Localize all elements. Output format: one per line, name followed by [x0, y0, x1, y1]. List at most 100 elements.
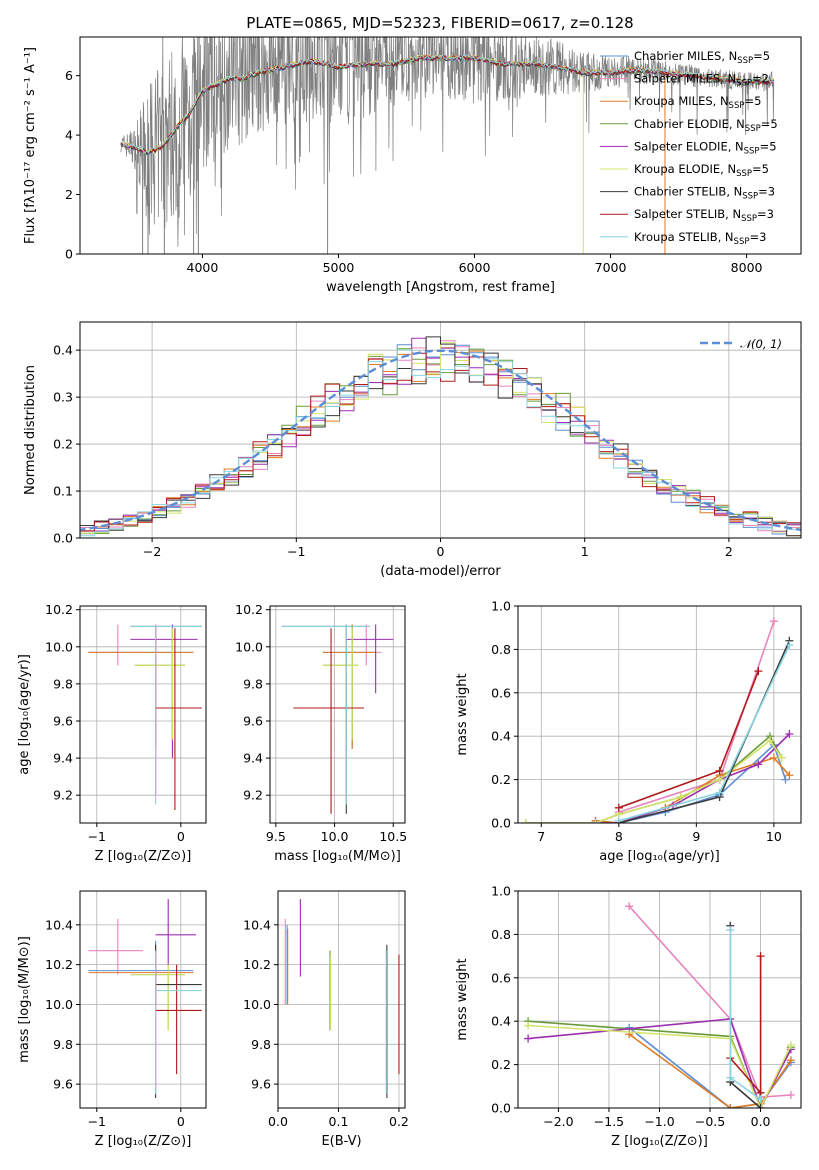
age-vs-mass-frame — [269, 605, 406, 824]
mass-weight-vs-age-frame — [517, 605, 802, 824]
mass-weight-vs-Z-marker — [756, 952, 765, 961]
mass-weight-vs-Z-xtick-label: 0.0 — [751, 1114, 771, 1129]
age-vs-mass-ytick-label: 10.2 — [235, 602, 263, 617]
age-vs-Z-ytick-label: 10.2 — [45, 602, 73, 617]
mass-weight-vs-Z-ytick-label: 0.4 — [491, 1014, 511, 1029]
age-vs-mass-point — [346, 624, 394, 694]
age-vs-mass-xtick-label: 10.5 — [379, 829, 407, 844]
mass-weight-vs-age-plot-area — [521, 617, 794, 823]
mass-weight-vs-Z-marker — [786, 1041, 795, 1050]
spectrum-ytick-label: 4 — [65, 128, 73, 143]
age-vs-mass-ytick-label: 9.2 — [243, 788, 263, 803]
mass-weight-vs-age-marker — [754, 667, 763, 676]
mass-weight-vs-Z-series-line — [528, 1024, 792, 1108]
age-vs-mass-xlabel: mass [log₁₀(M/M⊙)] — [274, 849, 401, 864]
age-vs-Z-point — [134, 628, 185, 740]
mass-vs-Z-point — [130, 964, 185, 1031]
mass-weight-vs-age-marker — [715, 766, 724, 775]
spectrum-xtick-label: 6000 — [459, 260, 491, 275]
spectrum-ytick-label: 0 — [65, 247, 73, 262]
residuals-ytick-label: 0.3 — [53, 390, 73, 405]
mass-weight-vs-Z-ytick-label: 0.0 — [491, 1101, 511, 1116]
mass-weight-vs-Z-panel: −2.0 −1.5 −1.0 −0.5 0.0 0.0 0.2 0.4 0.6 0.8 1.0 Z [… — [455, 884, 802, 1149]
age-vs-mass-ytick-label: 10.0 — [235, 639, 263, 654]
mass-vs-EBV-xtick-label: 0.2 — [389, 1114, 409, 1129]
spectrum-plot-area — [120, 37, 775, 254]
age-vs-Z-point — [130, 624, 202, 805]
mass-weight-vs-age-marker — [521, 819, 530, 823]
age-vs-Z-xtick-label: −1 — [88, 829, 106, 844]
age-vs-Z-xlabel: Z [log₁₀(Z/Z⊙)] — [95, 849, 192, 864]
mass-weight-vs-age-ytick-label: 0.2 — [491, 772, 511, 787]
age-vs-Z-ytick-label: 9.8 — [53, 676, 73, 691]
residuals-xtick-label: −1 — [287, 544, 305, 559]
mass-weight-vs-Z-xtick-label: −0.5 — [695, 1114, 725, 1129]
mass-weight-vs-Z-marker — [726, 1104, 735, 1108]
mass-weight-vs-age-ytick-label: 0.4 — [491, 729, 511, 744]
mass-vs-Z-point — [155, 950, 202, 1095]
residuals-ylabel: Normed distribution — [23, 365, 38, 495]
spectrum-ytick-label: 6 — [65, 68, 73, 83]
legend-entry: Kroupa MILES, NSSP=5 — [634, 94, 761, 111]
mass-vs-EBV-ytick-label: 10.0 — [243, 997, 271, 1012]
mass-vs-EBV-ytick-label: 9.8 — [251, 1037, 271, 1052]
mass-vs-Z-xlabel: Z [log₁₀(Z/Z⊙)] — [95, 1134, 192, 1149]
mass-vs-Z-ytick-label: 10.4 — [45, 917, 73, 932]
residuals-ytick-label: 0.4 — [53, 343, 73, 358]
mass-vs-Z-xtick-label: 0 — [177, 1114, 185, 1129]
spectrum-ytick-label: 2 — [65, 187, 73, 202]
spectrum-xtick-label: 4000 — [187, 260, 219, 275]
legend-entry: Chabrier MILES, NSSP=5 — [634, 49, 770, 66]
mass-weight-vs-Z-xtick-label: −1.0 — [644, 1114, 674, 1129]
residuals-ytick-label: 0.0 — [53, 531, 73, 546]
age-vs-mass-ytick-label: 9.4 — [243, 751, 263, 766]
residuals-ytick-label: 0.2 — [53, 437, 73, 452]
age-vs-Z-frame — [79, 605, 207, 824]
mass-weight-vs-Z-ylabel: mass weight — [455, 958, 470, 1040]
mass-weight-vs-Z-marker — [726, 1073, 735, 1082]
age-vs-mass-xtick-label: 10.0 — [321, 829, 349, 844]
mass-weight-vs-age-ytick-label: 0.8 — [491, 642, 511, 657]
mass-weight-vs-age-xtick-label: 7 — [537, 829, 545, 844]
mass-weight-vs-age-ytick-label: 1.0 — [491, 599, 511, 614]
spectrum-xtick-label: 7000 — [595, 260, 627, 275]
mass-weight-vs-Z-marker — [625, 902, 634, 911]
mass-vs-Z-plot-area — [88, 898, 202, 1099]
residuals-xtick-label: 2 — [725, 544, 733, 559]
mass-weight-vs-Z-marker — [756, 1104, 765, 1108]
mass-weight-vs-age-marker — [715, 788, 724, 797]
mass-weight-vs-Z-marker — [786, 1056, 795, 1065]
mass-weight-vs-Z-marker — [524, 1021, 533, 1030]
legend-entry: Kroupa ELODIE, NSSP=5 — [634, 162, 769, 179]
mass-weight-vs-age-marker — [614, 803, 623, 812]
mass-weight-vs-age-series-line — [595, 733, 790, 823]
spectrum-xlabel: wavelength [Angstrom, rest frame] — [326, 280, 555, 295]
residuals-ytick-label: 0.1 — [53, 484, 73, 499]
spectrum-ylabel: Flux [fλ10⁻¹⁷ erg cm⁻² s⁻¹ A⁻¹] — [23, 47, 38, 244]
mass-weight-vs-age-marker — [785, 771, 794, 780]
mass-weight-vs-Z-marker — [726, 926, 735, 935]
mass-weight-vs-age-ylabel: mass weight — [455, 673, 470, 755]
mass-weight-vs-Z-xtick-label: −2.0 — [543, 1114, 573, 1129]
mass-vs-EBV-xlabel: E(B-V) — [321, 1134, 361, 1149]
mass-weight-vs-Z-ytick-label: 0.6 — [491, 970, 511, 985]
figure-title: PLATE=0865, MJD=52323, FIBERID=0617, z=0… — [246, 14, 633, 32]
mass-vs-Z-panel: −1 0 9.6 9.8 10.0 10.2 10.4 Z [log₁₀(Z/Z⊙)] mass… — [17, 890, 207, 1149]
mass-vs-Z-xtick-label: −1 — [88, 1114, 106, 1129]
mass-weight-vs-Z-ytick-label: 0.2 — [491, 1057, 511, 1072]
mass-weight-vs-age-marker — [769, 753, 778, 762]
spectrum-panel: 4000 5000 6000 7000 8000 0 2 4 6 wavelength [Angs… — [23, 36, 802, 295]
mass-vs-Z-frame — [79, 890, 207, 1109]
mass-weight-vs-Z-ytick-label: 1.0 — [491, 884, 511, 899]
mass-weight-vs-age-marker — [614, 816, 623, 823]
mass-vs-Z-ylabel: mass [log₁₀(M/M⊙)] — [17, 936, 32, 1063]
mass-vs-EBV-ytick-label: 9.6 — [251, 1077, 271, 1092]
mass-weight-vs-Z-plot-area — [524, 902, 795, 1108]
mass-weight-vs-age-marker — [676, 792, 685, 801]
mass-weight-vs-Z-series-line — [628, 905, 791, 1099]
mass-weight-vs-Z-marker — [756, 1095, 765, 1104]
mass-vs-Z-ytick-label: 9.6 — [53, 1077, 73, 1092]
age-vs-Z-ytick-label: 9.4 — [53, 751, 73, 766]
spectrum-model-line — [120, 53, 775, 154]
age-vs-mass-panel: 9.5 10.0 10.5 9.2 9.4 9.6 9.8 10.0 10.2 mass [log… — [235, 602, 407, 864]
